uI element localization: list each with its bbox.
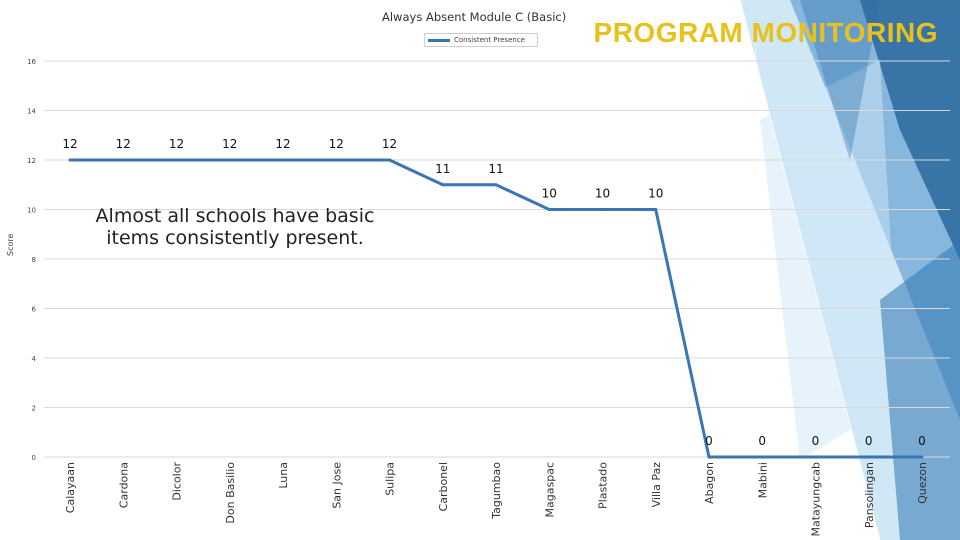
data-label: 0 (918, 434, 926, 448)
chart-title: Always Absent Module C (Basic) (382, 10, 567, 24)
y-tick-label: 0 (32, 454, 36, 462)
data-point (494, 183, 498, 187)
data-point (441, 183, 445, 187)
x-tick-label: Abagon (703, 462, 716, 504)
data-point (281, 158, 285, 162)
data-label: 0 (758, 434, 766, 448)
y-tick-label: 14 (27, 108, 36, 116)
callout-text: Almost all schools have basic items cons… (95, 205, 375, 249)
data-label: 10 (542, 187, 557, 201)
x-tick-label: Villa Paz (650, 462, 663, 508)
y-tick-label: 2 (32, 405, 36, 413)
y-tick-label: 6 (32, 306, 37, 314)
data-label: 12 (116, 137, 131, 151)
data-label: 11 (435, 162, 450, 176)
data-label: 12 (169, 137, 184, 151)
y-tick-label: 12 (27, 157, 36, 165)
data-point (228, 158, 232, 162)
x-tick-label: Pansolingan (863, 462, 876, 528)
x-tick-label: Luna (277, 462, 290, 489)
x-tick-label: Mabini (756, 462, 769, 498)
data-label: 12 (62, 137, 77, 151)
x-tick-label: Sulipa (384, 462, 397, 496)
x-tick-label: Plastado (597, 462, 610, 509)
x-tick-label: Quezon (916, 462, 929, 504)
x-tick-label: Dicolor (171, 462, 184, 501)
data-label: 10 (648, 187, 663, 201)
x-tick-label: Matayungcab (810, 462, 823, 537)
data-label: 12 (382, 137, 397, 151)
data-label: 0 (705, 434, 713, 448)
y-tick-label: 8 (32, 256, 36, 264)
data-label: 0 (812, 434, 820, 448)
data-point (707, 455, 711, 459)
y-tick-label: 4 (32, 355, 37, 363)
legend-swatch (428, 38, 450, 42)
data-point (814, 455, 817, 459)
x-tick-label: Calayaan (64, 462, 77, 513)
data-label: 12 (275, 137, 290, 151)
data-point (388, 158, 391, 162)
y-tick-label: 10 (27, 207, 36, 215)
data-point (68, 158, 72, 162)
data-point (867, 455, 871, 459)
data-point (121, 158, 125, 162)
data-point (760, 455, 764, 459)
x-tick-label: Carbonel (437, 462, 450, 511)
data-label: 12 (222, 137, 237, 151)
data-point (601, 208, 604, 211)
data-label: 11 (488, 162, 503, 176)
data-label: 0 (865, 434, 873, 448)
data-label: 10 (595, 187, 610, 201)
data-point (547, 208, 551, 211)
x-tick-label: Don Basilio (224, 462, 237, 524)
chart-legend: Consistent Presence (424, 33, 538, 47)
x-tick-label: Cardona (117, 462, 130, 508)
legend-label: Consistent Presence (454, 36, 525, 44)
page-heading: PROGRAM MONITORING (593, 17, 938, 48)
data-point (654, 208, 658, 211)
x-tick-label: San Jose (330, 462, 343, 509)
data-point (334, 158, 338, 162)
data-point (920, 455, 924, 459)
x-tick-label: Magaspac (543, 462, 556, 517)
x-tick-label: Tagumbao (490, 462, 503, 520)
y-tick-label: 16 (27, 58, 36, 66)
data-point (175, 158, 178, 162)
data-label: 12 (329, 137, 344, 151)
